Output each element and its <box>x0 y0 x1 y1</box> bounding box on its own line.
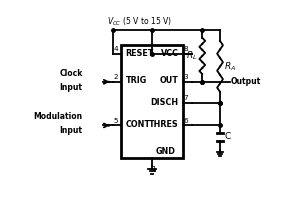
Text: VCC: VCC <box>161 49 179 58</box>
Text: OUT: OUT <box>160 76 179 85</box>
Text: $R_A$: $R_A$ <box>224 60 236 73</box>
Text: Clock: Clock <box>59 69 82 78</box>
Text: THRES: THRES <box>149 120 179 129</box>
Text: 5: 5 <box>113 118 118 123</box>
Text: DISCH: DISCH <box>151 97 179 106</box>
Text: $V_{CC}$ (5 V to 15 V): $V_{CC}$ (5 V to 15 V) <box>107 16 172 28</box>
Text: Input: Input <box>60 126 82 135</box>
Text: $R_L$: $R_L$ <box>186 50 197 62</box>
Bar <box>122 45 183 158</box>
Text: C: C <box>224 132 230 141</box>
Text: 4: 4 <box>113 46 118 52</box>
Text: RESET: RESET <box>125 49 154 58</box>
Text: 6: 6 <box>184 118 188 123</box>
Text: CONT: CONT <box>125 120 151 129</box>
Text: 3: 3 <box>184 74 188 80</box>
Text: TRIG: TRIG <box>125 76 147 85</box>
Text: Modulation: Modulation <box>34 112 83 121</box>
Text: 2: 2 <box>113 74 118 80</box>
Text: Input: Input <box>60 83 82 92</box>
Text: 7: 7 <box>184 95 188 101</box>
Text: 1: 1 <box>151 166 155 172</box>
Text: GND: GND <box>155 147 175 156</box>
Text: 8: 8 <box>184 46 188 52</box>
Text: Output: Output <box>231 77 261 86</box>
